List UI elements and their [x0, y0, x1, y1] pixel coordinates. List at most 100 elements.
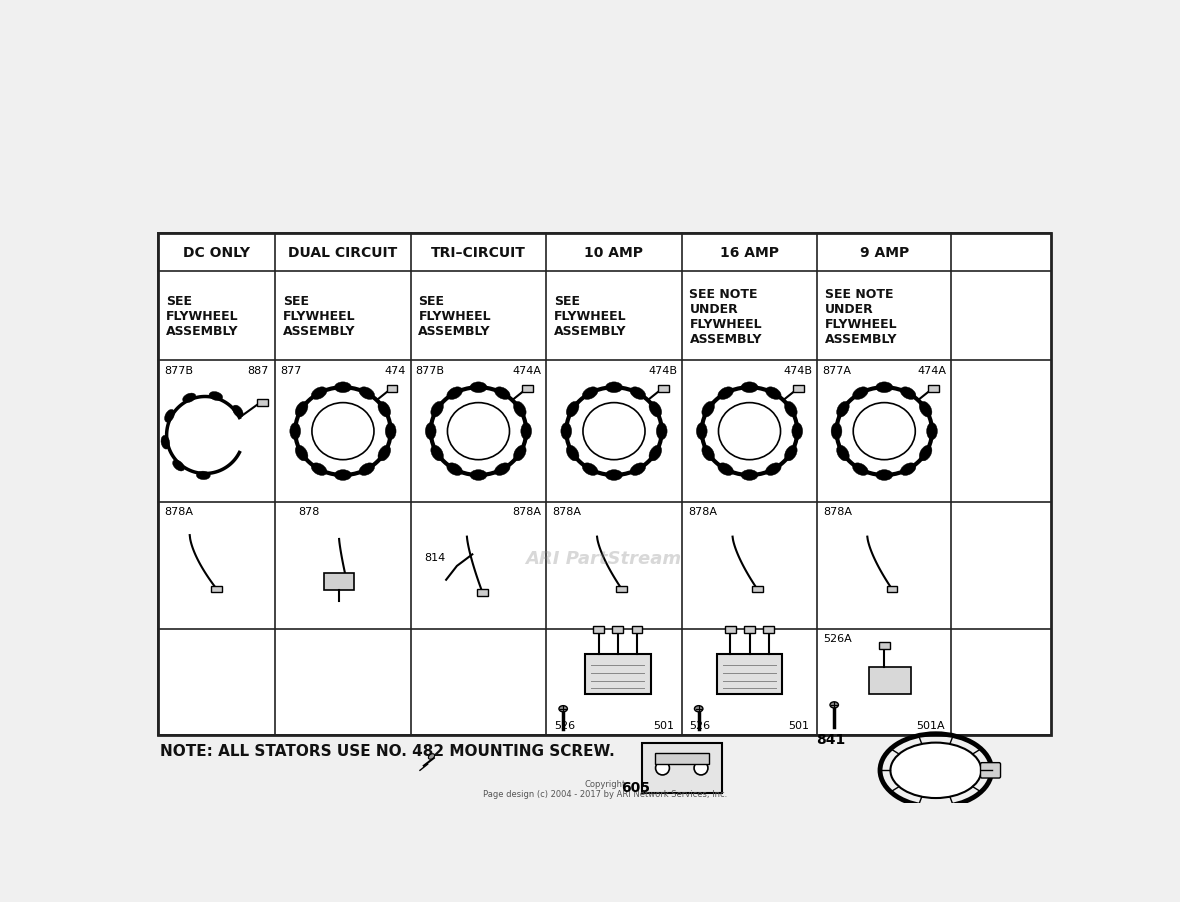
Text: SEE NOTE
UNDER
FLYWHEEL
ASSEMBLY: SEE NOTE UNDER FLYWHEEL ASSEMBLY	[825, 288, 898, 345]
Ellipse shape	[582, 464, 598, 476]
Ellipse shape	[559, 706, 568, 712]
Ellipse shape	[196, 472, 210, 480]
Bar	[927, 386, 939, 392]
Bar	[745, 627, 755, 633]
Text: 878A: 878A	[512, 507, 542, 517]
Ellipse shape	[172, 460, 184, 472]
Ellipse shape	[295, 446, 308, 462]
Text: 474B: 474B	[784, 365, 813, 375]
Ellipse shape	[378, 402, 391, 418]
Ellipse shape	[334, 470, 352, 481]
Text: 501A: 501A	[917, 721, 945, 731]
Ellipse shape	[183, 393, 196, 403]
FancyBboxPatch shape	[981, 763, 1001, 778]
Text: 878: 878	[299, 507, 320, 517]
FancyBboxPatch shape	[642, 743, 722, 793]
Bar	[387, 386, 398, 392]
Ellipse shape	[649, 402, 662, 418]
Bar	[879, 642, 890, 649]
Ellipse shape	[717, 387, 734, 400]
Ellipse shape	[837, 402, 850, 418]
Text: TRI–CIRCUIT: TRI–CIRCUIT	[431, 246, 526, 260]
Text: NOTE: ALL STATORS USE NO. 482 MOUNTING SCREW.: NOTE: ALL STATORS USE NO. 482 MOUNTING S…	[159, 742, 615, 758]
Ellipse shape	[766, 387, 781, 400]
Ellipse shape	[696, 423, 707, 440]
Bar	[716, 655, 782, 695]
Text: 474: 474	[385, 365, 406, 375]
Ellipse shape	[695, 706, 703, 712]
Ellipse shape	[164, 410, 175, 423]
Text: 501: 501	[653, 721, 674, 731]
Ellipse shape	[919, 446, 932, 462]
Ellipse shape	[891, 742, 982, 798]
Bar	[763, 627, 774, 633]
Ellipse shape	[312, 403, 374, 460]
Ellipse shape	[494, 387, 510, 400]
Bar	[158, 234, 1051, 735]
Ellipse shape	[900, 464, 916, 476]
Circle shape	[656, 761, 669, 775]
Ellipse shape	[583, 403, 645, 460]
Text: 877B: 877B	[415, 365, 445, 375]
Ellipse shape	[295, 402, 308, 418]
Text: 474A: 474A	[512, 365, 542, 375]
Ellipse shape	[447, 387, 463, 400]
Text: 878A: 878A	[824, 507, 852, 517]
Text: 526: 526	[689, 721, 710, 731]
Ellipse shape	[431, 402, 444, 418]
Bar	[585, 655, 650, 695]
Text: SEE
FLYWHEEL
ASSEMBLY: SEE FLYWHEEL ASSEMBLY	[553, 295, 627, 337]
Bar	[752, 586, 762, 593]
Text: SEE
FLYWHEEL
ASSEMBLY: SEE FLYWHEEL ASSEMBLY	[283, 295, 355, 337]
Ellipse shape	[630, 464, 645, 476]
Ellipse shape	[702, 402, 714, 418]
Bar	[886, 586, 897, 593]
Ellipse shape	[630, 387, 645, 400]
Ellipse shape	[785, 402, 798, 418]
Ellipse shape	[447, 464, 463, 476]
Ellipse shape	[232, 406, 243, 418]
Text: SEE NOTE
UNDER
FLYWHEEL
ASSEMBLY: SEE NOTE UNDER FLYWHEEL ASSEMBLY	[689, 288, 762, 345]
Text: 877: 877	[280, 365, 301, 375]
Text: 526: 526	[553, 721, 575, 731]
Ellipse shape	[605, 470, 623, 481]
Text: 605: 605	[621, 780, 650, 795]
Text: 878A: 878A	[688, 507, 717, 517]
Text: 841: 841	[817, 732, 846, 746]
Text: 878A: 878A	[164, 507, 194, 517]
Text: 16 AMP: 16 AMP	[720, 246, 779, 260]
Bar	[657, 386, 669, 392]
Ellipse shape	[428, 754, 434, 759]
Bar	[324, 573, 354, 590]
Ellipse shape	[919, 402, 932, 418]
Ellipse shape	[425, 423, 437, 440]
Bar	[523, 386, 533, 392]
Ellipse shape	[702, 446, 714, 462]
Text: 878A: 878A	[552, 507, 582, 517]
Ellipse shape	[470, 470, 487, 481]
Bar	[612, 627, 623, 633]
Ellipse shape	[741, 382, 758, 393]
Bar	[257, 400, 268, 406]
Ellipse shape	[209, 392, 223, 401]
Ellipse shape	[792, 423, 802, 440]
Ellipse shape	[513, 446, 526, 462]
Ellipse shape	[656, 423, 667, 440]
Ellipse shape	[494, 464, 510, 476]
Ellipse shape	[359, 387, 374, 400]
Text: 501: 501	[788, 721, 809, 731]
Bar	[616, 586, 627, 593]
Bar	[793, 386, 804, 392]
Ellipse shape	[447, 403, 510, 460]
Bar	[211, 586, 222, 593]
Text: SEE
FLYWHEEL
ASSEMBLY: SEE FLYWHEEL ASSEMBLY	[419, 295, 491, 337]
Ellipse shape	[359, 464, 374, 476]
Ellipse shape	[900, 387, 916, 400]
Ellipse shape	[830, 702, 839, 708]
Ellipse shape	[766, 464, 781, 476]
Ellipse shape	[560, 423, 571, 440]
Ellipse shape	[312, 464, 327, 476]
Bar	[631, 627, 642, 633]
Text: 474A: 474A	[918, 365, 946, 375]
Text: 10 AMP: 10 AMP	[584, 246, 643, 260]
